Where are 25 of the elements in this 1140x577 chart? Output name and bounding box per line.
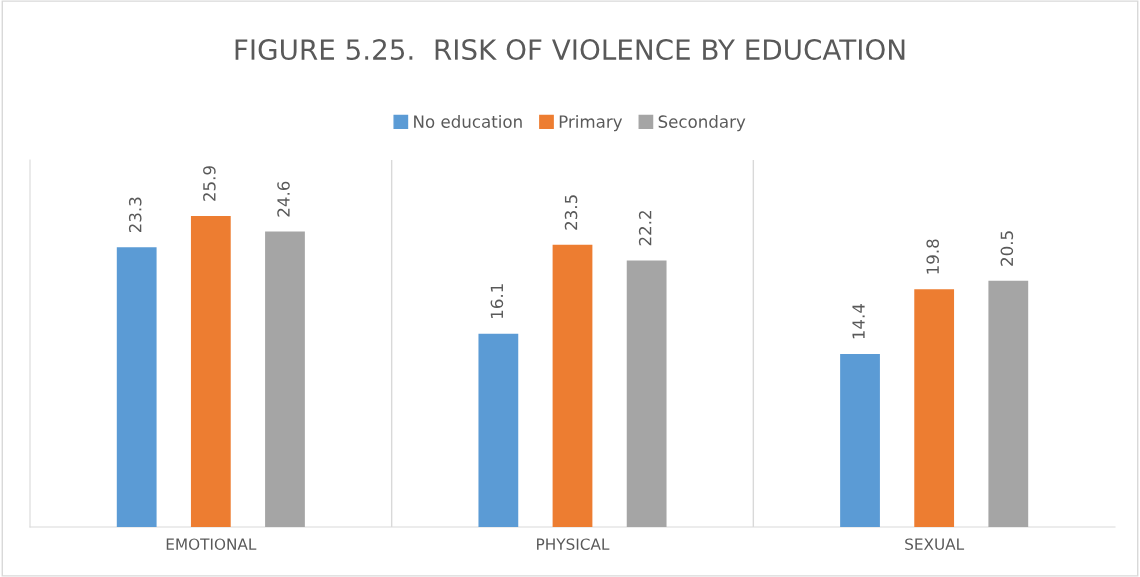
data-label: 25.9 [203,166,216,201]
bar [626,260,667,527]
bar [478,333,519,527]
data-label: 22.2 [638,211,652,246]
legend-label: No education [414,115,522,128]
x-tick-label: EMOTIONAL [166,538,257,550]
data-label: 20.5 [1000,231,1014,266]
legend-label: Primary [559,115,623,132]
bar [840,354,880,527]
x-tick-label: PHYSICAL [537,538,610,550]
data-label: 23.3 [128,197,142,233]
chart-title: FIGURE 5.25. RISK OF VIOLENCE BY EDUCATION [235,39,905,61]
bar [552,244,593,527]
data-label: 19.8 [926,239,939,274]
data-label: 14.4 [852,304,865,339]
x-tick-label: SEXUAL [905,538,965,550]
bar [265,231,305,527]
bar [988,280,1029,527]
bar [116,247,157,527]
bar [914,289,955,527]
bar [190,215,231,527]
data-label: 16.1 [490,284,504,318]
data-label: 23.5 [564,195,578,230]
data-label: 24.6 [277,181,290,217]
legend-label: Secondary [658,115,746,132]
